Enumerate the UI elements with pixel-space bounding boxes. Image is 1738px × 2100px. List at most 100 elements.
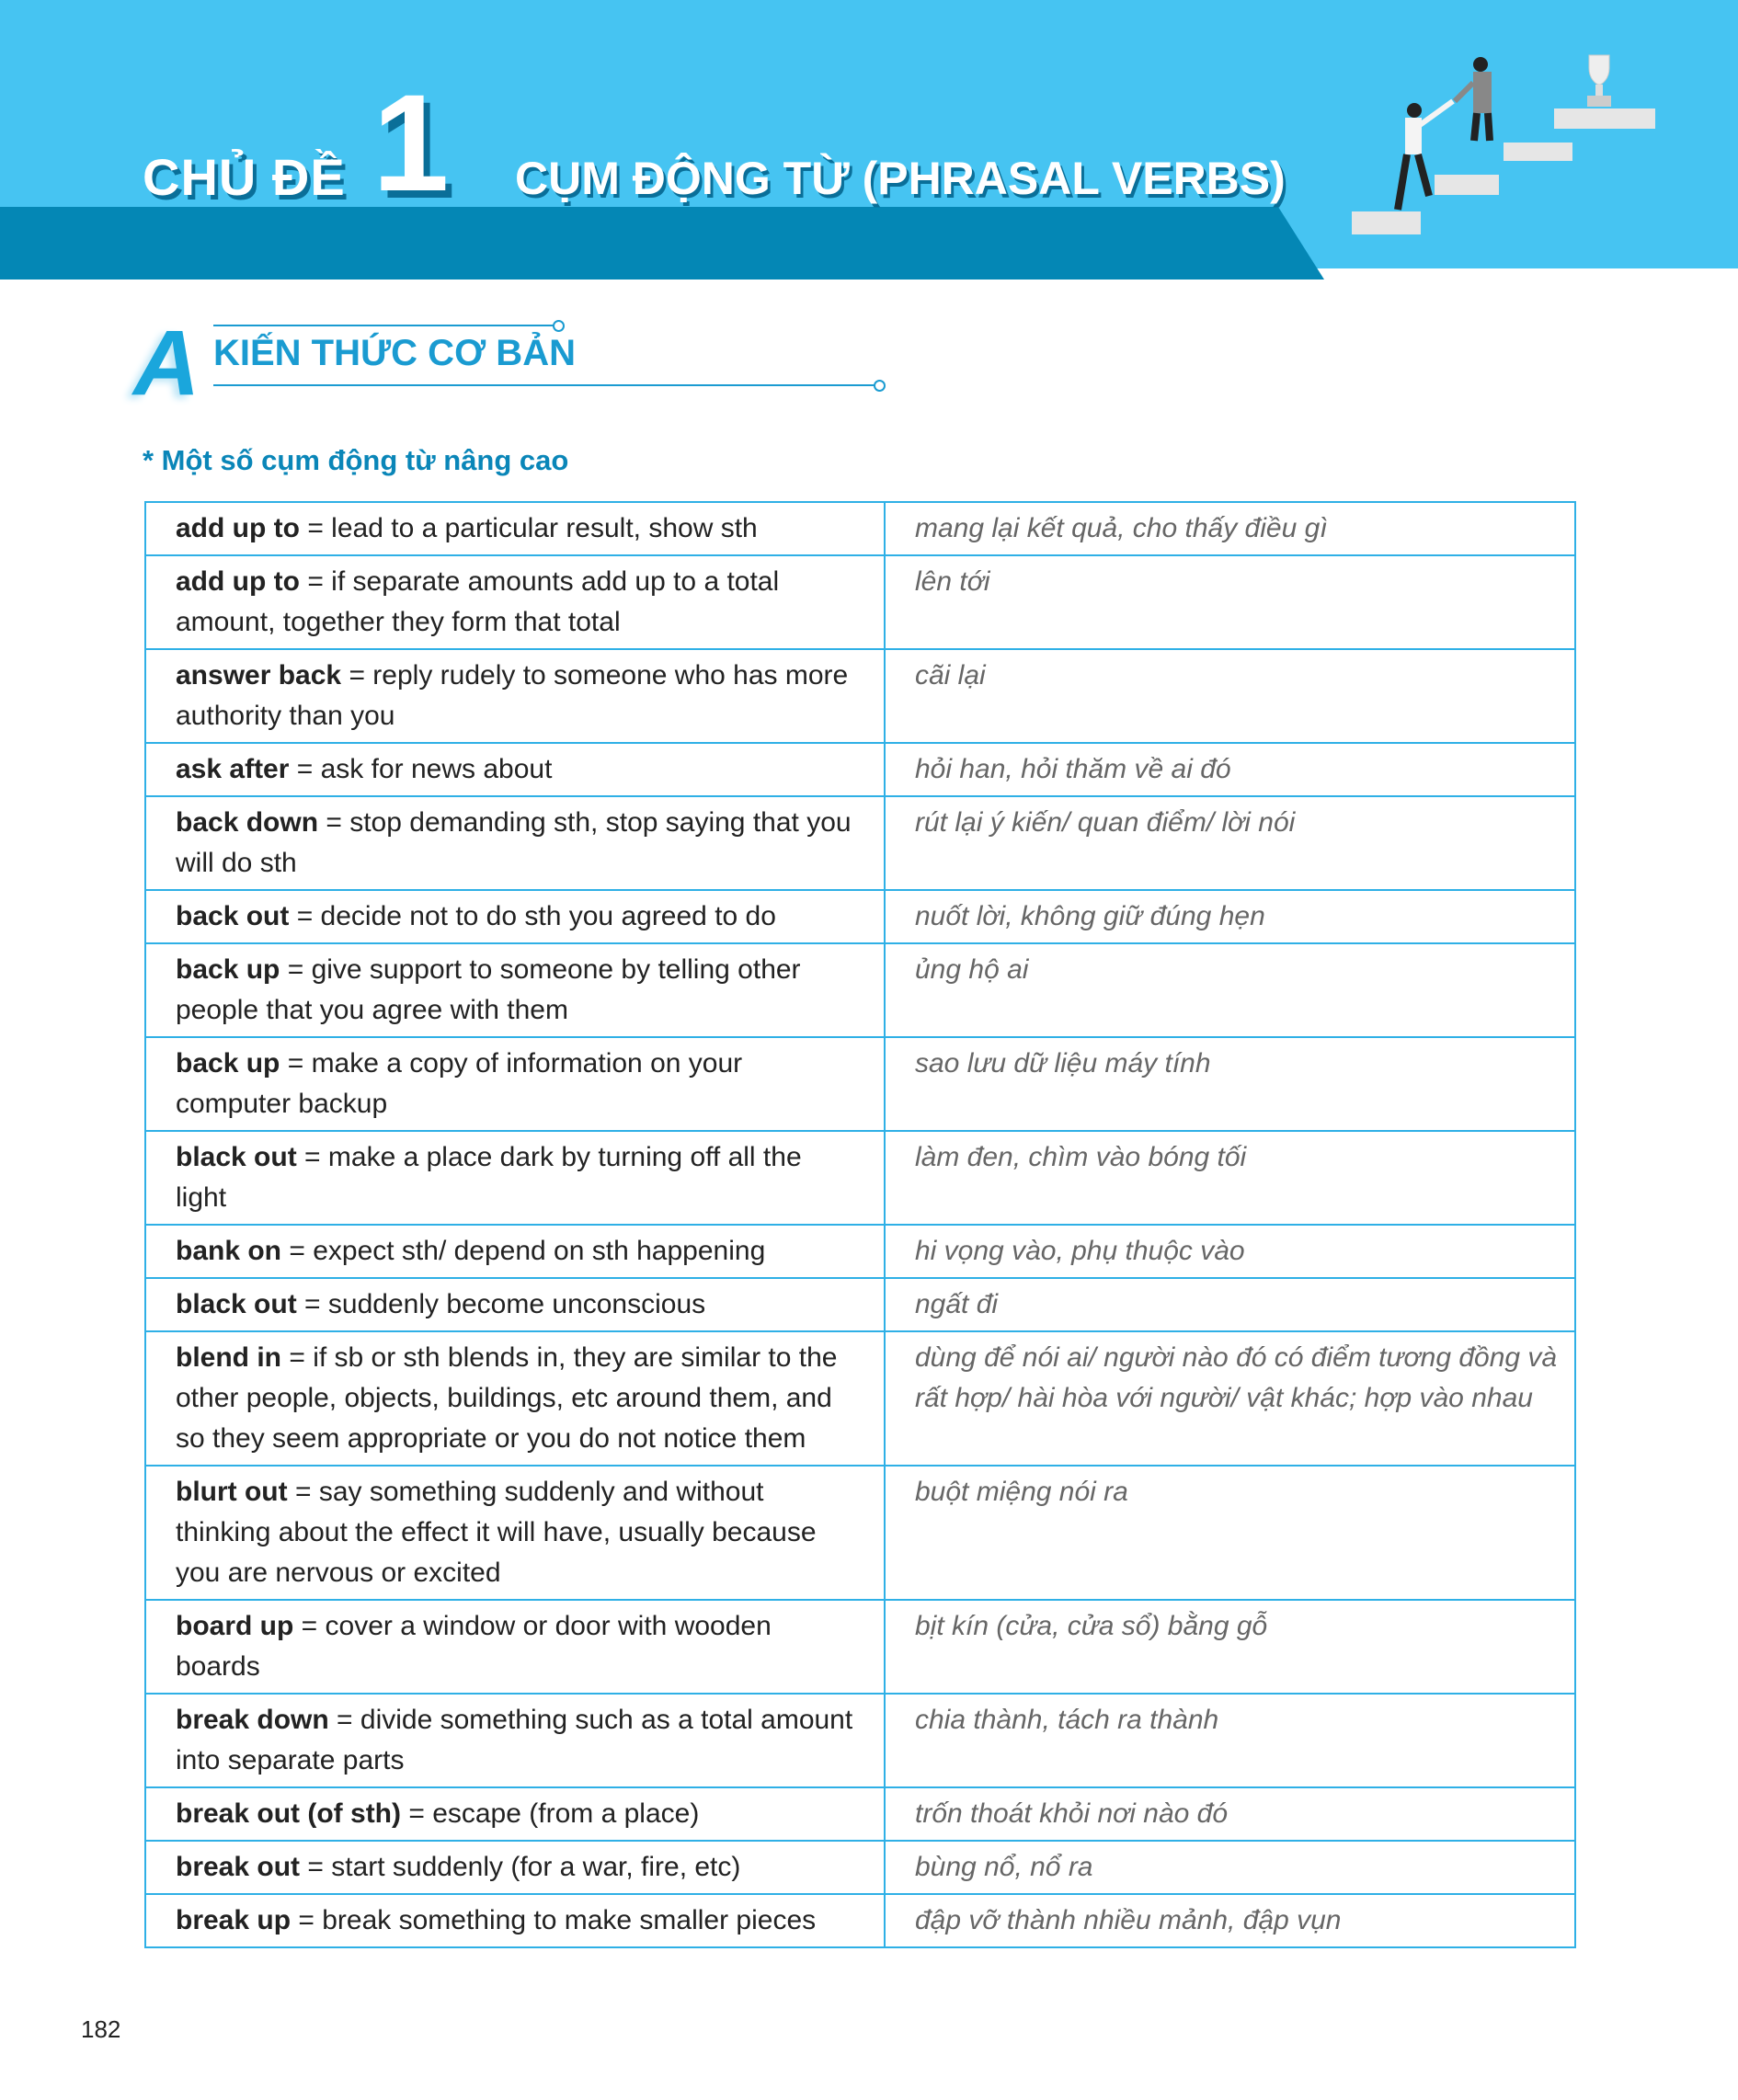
phrasal-verb: break up bbox=[176, 1905, 292, 1935]
english-cell: bank on = expect sth/ depend on sth happ… bbox=[144, 1224, 886, 1279]
vietnamese-meaning: bịt kín (cửa, cửa sổ) bằng gỗ bbox=[884, 1599, 1576, 1695]
english-cell: blend in = if sb or sth blends in, they … bbox=[144, 1330, 886, 1467]
english-cell: black out = make a place dark by turning… bbox=[144, 1130, 886, 1226]
phrasal-verb: black out bbox=[176, 1142, 297, 1172]
table-row: back up = make a copy of information on … bbox=[144, 1036, 1576, 1132]
phrasal-verbs-table: add up to = lead to a particular result,… bbox=[144, 501, 1576, 1948]
definition: = say something suddenly and without thi… bbox=[176, 1477, 817, 1588]
english-cell: break out = start suddenly (for a war, f… bbox=[144, 1840, 886, 1895]
definition: = break something to make smaller pieces bbox=[291, 1905, 817, 1935]
vietnamese-meaning: cãi lại bbox=[884, 648, 1576, 744]
definition: = give support to someone by telling oth… bbox=[176, 954, 801, 1025]
phrasal-verb: add up to bbox=[176, 566, 300, 597]
phrasal-verb: answer back bbox=[176, 660, 342, 690]
english-cell: black out = suddenly become unconscious bbox=[144, 1277, 886, 1332]
phrasal-verb: back out bbox=[176, 901, 290, 931]
english-cell: add up to = lead to a particular result,… bbox=[144, 501, 886, 556]
english-cell: back up = make a copy of information on … bbox=[144, 1036, 886, 1132]
vietnamese-meaning: đập vỡ thành nhiều mảnh, đập vụn bbox=[884, 1893, 1576, 1948]
vietnamese-meaning: hi vọng vào, phụ thuộc vào bbox=[884, 1224, 1576, 1279]
english-cell: blurt out = say something suddenly and w… bbox=[144, 1465, 886, 1601]
page-number: 182 bbox=[81, 2015, 121, 2043]
definition: = suddenly become unconscious bbox=[296, 1289, 706, 1319]
definition: = if sb or sth blends in, they are simil… bbox=[176, 1342, 838, 1454]
table-row: break out (of sth) = escape (from a plac… bbox=[144, 1786, 1576, 1842]
phrasal-verb: back down bbox=[176, 807, 319, 838]
table-row: break down = divide something such as a … bbox=[144, 1693, 1576, 1788]
table-row: blend in = if sb or sth blends in, they … bbox=[144, 1330, 1576, 1467]
definition: = if separate amounts add up to a total … bbox=[176, 566, 780, 637]
section-bottom-line bbox=[213, 384, 875, 386]
vietnamese-meaning: chia thành, tách ra thành bbox=[884, 1693, 1576, 1788]
phrasal-verb: bank on bbox=[176, 1236, 282, 1266]
vietnamese-meaning: lên tới bbox=[884, 554, 1576, 650]
table-row: add up to = lead to a particular result,… bbox=[144, 501, 1576, 556]
phrasal-verb: break out (of sth) bbox=[176, 1798, 401, 1829]
vietnamese-meaning: ngất đi bbox=[884, 1277, 1576, 1332]
vietnamese-meaning: trốn thoát khỏi nơi nào đó bbox=[884, 1786, 1576, 1842]
definition: = lead to a particular result, show sth bbox=[299, 513, 758, 543]
table-row: back down = stop demanding sth, stop say… bbox=[144, 795, 1576, 891]
table-row: bank on = expect sth/ depend on sth happ… bbox=[144, 1224, 1576, 1279]
definition: = escape (from a place) bbox=[401, 1798, 700, 1829]
definition: = make a copy of information on your com… bbox=[176, 1048, 743, 1119]
table-row: ask after = ask for news about hỏi han, h… bbox=[144, 742, 1576, 797]
definition: = divide something such as a total amoun… bbox=[176, 1705, 853, 1775]
phrasal-verb: back up bbox=[176, 1048, 280, 1079]
definition: = stop demanding sth, stop saying that y… bbox=[176, 807, 852, 878]
vietnamese-meaning: nuốt lời, không giữ đúng hẹn bbox=[884, 889, 1576, 944]
vietnamese-meaning: sao lưu dữ liệu máy tính bbox=[884, 1036, 1576, 1132]
stairs-trophy-illustration bbox=[1352, 54, 1655, 234]
english-cell: add up to = if separate amounts add up t… bbox=[144, 554, 886, 650]
definition: = make a place dark by turning off all t… bbox=[176, 1142, 802, 1213]
phrasal-verb: back up bbox=[176, 954, 280, 985]
definition: = ask for news about bbox=[289, 754, 553, 784]
section-title: KIẾN THỨC CƠ BẢN bbox=[213, 333, 576, 373]
vietnamese-meaning: hỏi han, hỏi thăm về ai đó bbox=[884, 742, 1576, 797]
english-cell: back down = stop demanding sth, stop say… bbox=[144, 795, 886, 891]
phrasal-verb: black out bbox=[176, 1289, 297, 1319]
english-cell: break up = break something to make small… bbox=[144, 1893, 886, 1948]
table-row: black out = make a place dark by turning… bbox=[144, 1130, 1576, 1226]
english-cell: answer back = reply rudely to someone wh… bbox=[144, 648, 886, 744]
table-row: black out = suddenly become unconscious n… bbox=[144, 1277, 1576, 1332]
vietnamese-meaning: rút lại ý kiến/ quan điểm/ lời nói bbox=[884, 795, 1576, 891]
chapter-title: CỤM ĐỘNG TỪ (PHRASAL VERBS) bbox=[515, 153, 1286, 204]
section-letter: A bbox=[133, 312, 200, 415]
vietnamese-meaning: ủng hộ ai bbox=[884, 942, 1576, 1038]
phrasal-verb: break out bbox=[176, 1852, 301, 1882]
header-band bbox=[0, 207, 1324, 280]
english-cell: break out (of sth) = escape (from a plac… bbox=[144, 1786, 886, 1842]
phrasal-verb: board up bbox=[176, 1611, 294, 1641]
phrasal-verb: blend in bbox=[176, 1342, 281, 1373]
phrasal-verb: add up to bbox=[176, 513, 300, 543]
definition: = cover a window or door with wooden boa… bbox=[176, 1611, 772, 1682]
phrasal-verb: blurt out bbox=[176, 1477, 288, 1507]
line-end-dot bbox=[874, 380, 886, 392]
line-end-dot bbox=[553, 320, 565, 332]
english-cell: back out = decide not to do sth you agre… bbox=[144, 889, 886, 944]
definition: = reply rudely to someone who has more a… bbox=[176, 660, 849, 731]
chapter-number: 1 bbox=[372, 65, 450, 220]
phrasal-verb: break down bbox=[176, 1705, 329, 1735]
definition: = start suddenly (for a war, fire, etc) bbox=[300, 1852, 741, 1882]
section-top-line bbox=[213, 325, 555, 326]
table-row: back out = decide not to do sth you agre… bbox=[144, 889, 1576, 944]
definition: = expect sth/ depend on sth happening bbox=[281, 1236, 766, 1266]
vietnamese-meaning: làm đen, chìm vào bóng tối bbox=[884, 1130, 1576, 1226]
phrasal-verb: ask after bbox=[176, 754, 290, 784]
english-cell: back up = give support to someone by tel… bbox=[144, 942, 886, 1038]
table-row: break up = break something to make small… bbox=[144, 1893, 1576, 1948]
english-cell: board up = cover a window or door with w… bbox=[144, 1599, 886, 1695]
table-row: break out = start suddenly (for a war, f… bbox=[144, 1840, 1576, 1895]
table-row: blurt out = say something suddenly and w… bbox=[144, 1465, 1576, 1601]
vietnamese-meaning: mang lại kết quả, cho thấy điều gì bbox=[884, 501, 1576, 556]
vietnamese-meaning: dùng để nói ai/ người nào đó có điểm tươ… bbox=[884, 1330, 1576, 1467]
table-row: board up = cover a window or door with w… bbox=[144, 1599, 1576, 1695]
vietnamese-meaning: buột miệng nói ra bbox=[884, 1465, 1576, 1601]
english-cell: ask after = ask for news about bbox=[144, 742, 886, 797]
english-cell: break down = divide something such as a … bbox=[144, 1693, 886, 1788]
subheading: * Một số cụm động từ nâng cao bbox=[143, 444, 569, 476]
vietnamese-meaning: bùng nổ, nổ ra bbox=[884, 1840, 1576, 1895]
